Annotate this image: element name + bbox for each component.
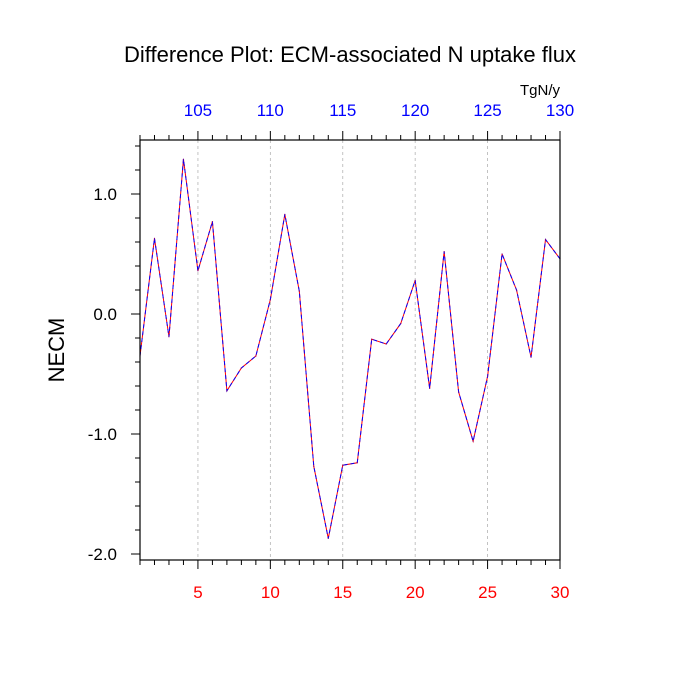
x-top-tick-label-4: 125: [473, 101, 501, 120]
data-point-10: [269, 299, 271, 301]
plot-frame: [139, 139, 561, 561]
data-point-2: [153, 237, 156, 239]
data-point-7: [226, 390, 228, 392]
grid: [197, 140, 488, 560]
x-top-tick-label-3: 120: [401, 101, 429, 120]
x-top-tick-label-0: 105: [184, 101, 212, 120]
data-point-16: [356, 462, 358, 464]
data-point-21: [429, 387, 431, 389]
data-point-28: [530, 356, 532, 358]
data-point-19: [400, 323, 402, 325]
data-point-14: [327, 537, 329, 540]
x-top-tick-label-5: 130: [546, 101, 574, 120]
data-point-3: [168, 336, 170, 338]
data-point-18: [385, 343, 387, 345]
y-tick-label-1: 0.0: [93, 305, 117, 324]
series-line-0-blue: [139, 159, 561, 539]
x-bottom-tick-label-2: 15: [333, 583, 352, 602]
data-point-5: [197, 270, 199, 272]
data-point-26: [501, 253, 503, 255]
data-point-13: [313, 465, 315, 467]
data-point-11: [284, 213, 286, 215]
x-bottom-tick-label-3: 20: [406, 583, 425, 602]
data-point-24: [472, 440, 474, 442]
x-bottom-tick-label-0: 5: [193, 583, 202, 602]
data-point-15: [342, 464, 344, 466]
y-tick-label-2: -1.0: [88, 425, 117, 444]
series-line-0-red: [139, 159, 561, 539]
x-top-tick-label-2: 115: [329, 101, 356, 120]
data-point-22: [443, 251, 445, 253]
x-bottom-tick-label-4: 25: [478, 583, 497, 602]
series-group: [139, 158, 561, 540]
data-point-25: [486, 375, 489, 377]
data-point-12: [298, 290, 300, 292]
data-point-29: [544, 239, 547, 241]
data-point-8: [240, 367, 242, 369]
ticks-group: [131, 131, 561, 569]
y-axis-label: NECM: [44, 318, 69, 383]
tick-labels-group: 5 10 15 20 25 30 105 110 115 120 125 130 1.0 0.0 -1.0 -…: [88, 101, 574, 602]
y-tick-label-3: -2.0: [88, 545, 117, 564]
data-point-6: [211, 221, 214, 223]
data-point-23: [458, 391, 460, 393]
units-label: TgN/y: [520, 82, 561, 99]
chart-title: Difference Plot: ECM-associated N uptake…: [124, 42, 576, 67]
data-point-17: [371, 338, 373, 340]
y-tick-label-0: 1.0: [93, 185, 117, 204]
x-bottom-tick-label-5: 30: [551, 583, 570, 602]
x-bottom-tick-label-1: 10: [261, 583, 280, 602]
data-point-27: [515, 289, 518, 291]
data-point-9: [255, 355, 257, 357]
data-point-20: [414, 279, 416, 281]
data-point-4: [182, 158, 185, 160]
x-top-tick-label-1: 110: [257, 101, 284, 120]
